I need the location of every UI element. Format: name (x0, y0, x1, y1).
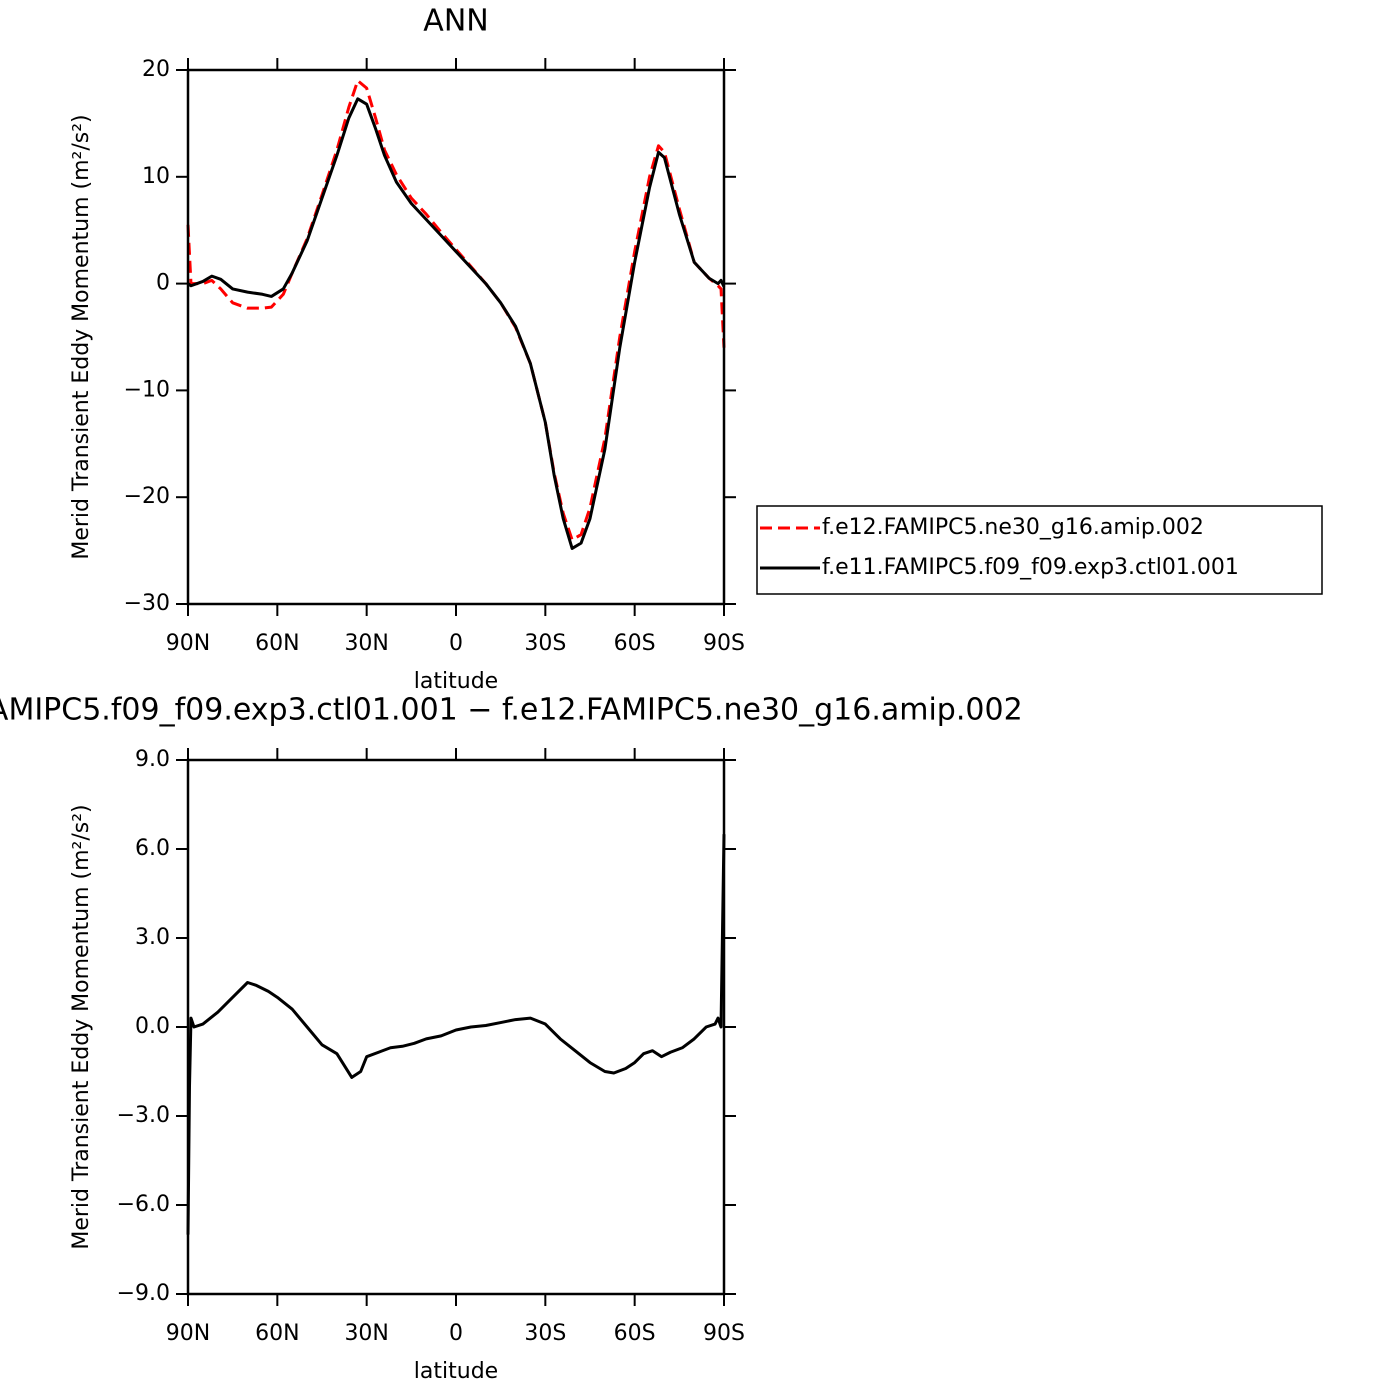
y-tick-label: 0.0 (135, 1014, 170, 1039)
y-tick-label: −30 (124, 591, 170, 616)
x-tick-label: 90N (166, 631, 210, 656)
y-tick-label: −10 (124, 377, 170, 402)
x-tick-label: 30N (344, 631, 388, 656)
legend-label: f.e11.FAMIPC5.f09_f09.exp3.ctl01.001 (822, 555, 1239, 580)
x-tick-label: 60S (614, 631, 656, 656)
y-tick-label: 9.0 (135, 747, 170, 772)
legend-label: f.e12.FAMIPC5.ne30_g16.amip.002 (822, 515, 1204, 540)
y-axis-label: Merid Transient Eddy Momentum (m²/s²) (69, 804, 94, 1249)
y-tick-label: −6.0 (117, 1192, 170, 1217)
x-tick-label: 30S (524, 1321, 566, 1346)
x-tick-label: 90S (703, 1321, 745, 1346)
series-line (186, 834, 726, 1235)
y-tick-label: 0 (156, 271, 170, 296)
x-tick-label: 90N (166, 1321, 210, 1346)
chart-title: f.e11.FAMIPC5.f09_f09.exp3.ctl01.001 − f… (0, 693, 1023, 728)
legend-box (756, 505, 1323, 595)
y-tick-label: 10 (142, 164, 170, 189)
chart-title: ANN (423, 4, 488, 39)
series-line (187, 97, 726, 550)
x-tick-label: 0 (449, 1321, 463, 1346)
x-tick-label: 30N (344, 1321, 388, 1346)
series-line (186, 79, 726, 542)
y-tick-label: −9.0 (117, 1281, 170, 1306)
x-tick-label: 90S (703, 631, 745, 656)
y-axis-label: Merid Transient Eddy Momentum (m²/s²) (69, 114, 94, 559)
y-tick-label: −20 (124, 484, 170, 509)
x-axis-label: latitude (414, 1359, 498, 1384)
y-tick-label: 3.0 (135, 925, 170, 950)
x-tick-label: 60N (255, 1321, 299, 1346)
y-tick-label: −3.0 (117, 1103, 170, 1128)
y-tick-label: 20 (142, 57, 170, 82)
x-tick-label: 60S (614, 1321, 656, 1346)
x-axis-label: latitude (414, 669, 498, 694)
y-tick-label: 6.0 (135, 836, 170, 861)
x-tick-label: 60N (255, 631, 299, 656)
plot-frame (186, 758, 726, 1296)
x-tick-label: 30S (524, 631, 566, 656)
plot-frame (186, 68, 726, 606)
x-tick-label: 0 (449, 631, 463, 656)
